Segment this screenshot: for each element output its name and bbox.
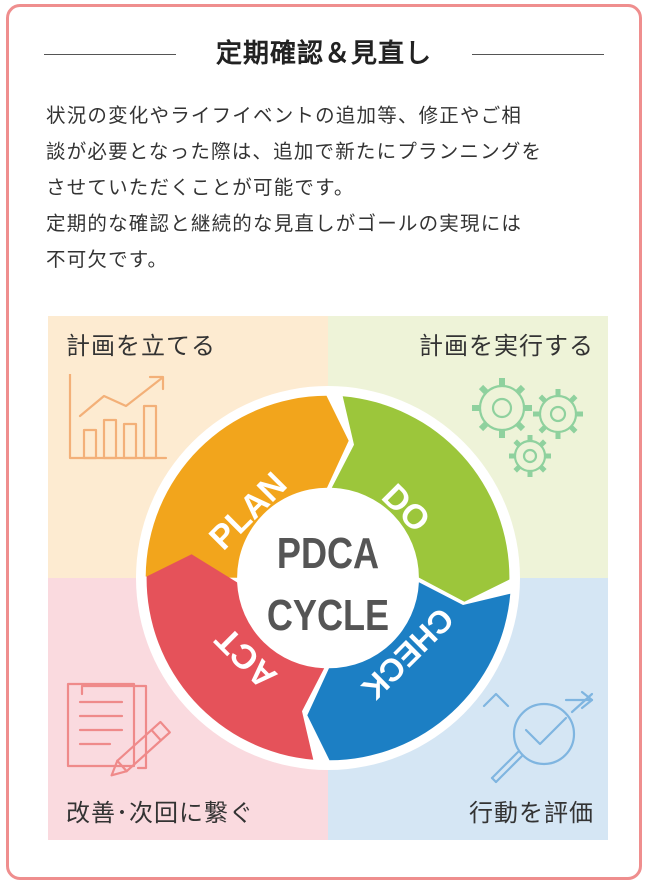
intro-text: 状況の変化やライフイベントの追加等、修正やご相 談が必要となった際は、追加で新た… <box>46 98 612 278</box>
section-heading: 定期確認＆見直し <box>44 34 604 74</box>
intro-line: 談が必要となった際は、追加で新たにプランニングを <box>46 140 543 163</box>
intro-line: 状況の変化やライフイベントの追加等、修正やご相 <box>46 104 523 127</box>
bar-chart-trend-icon <box>68 374 168 460</box>
plan-segment <box>145 395 349 578</box>
heading-rule-left <box>44 54 176 55</box>
center-label-pdca: PDCA <box>277 529 379 578</box>
intro-line: 不可欠です。 <box>46 248 169 271</box>
act-quadrant-label: 改善･次回に繋ぐ <box>66 799 254 827</box>
center-label-cycle: CYCLE <box>267 591 389 640</box>
plan-quadrant-label: 計画を立てる <box>66 332 216 360</box>
cycle-center <box>238 488 418 668</box>
magnifier-checkmark-icon <box>482 690 594 784</box>
check-segment <box>307 582 511 761</box>
pdca-diagram: 計画を立てる 計画を実行する <box>48 316 608 840</box>
do-quadrant-label: 計画を実行する <box>419 332 594 360</box>
pdca-cycle-graphic: PDCA CYCLE PLAN DO CHECK ACT <box>136 386 520 770</box>
gears-icon <box>472 378 583 477</box>
act-segment <box>146 554 325 760</box>
do-segment <box>331 396 510 602</box>
heading-rule-right <box>472 54 604 55</box>
heading-title: 定期確認＆見直し <box>215 39 432 69</box>
check-quadrant-label: 行動を評価 <box>469 799 594 827</box>
documents-pencil-icon <box>66 682 171 777</box>
intro-line: させていただくことが可能です。 <box>46 176 355 199</box>
intro-line: 定期的な確認と継続的な見直しがゴールの実現には <box>46 212 523 235</box>
